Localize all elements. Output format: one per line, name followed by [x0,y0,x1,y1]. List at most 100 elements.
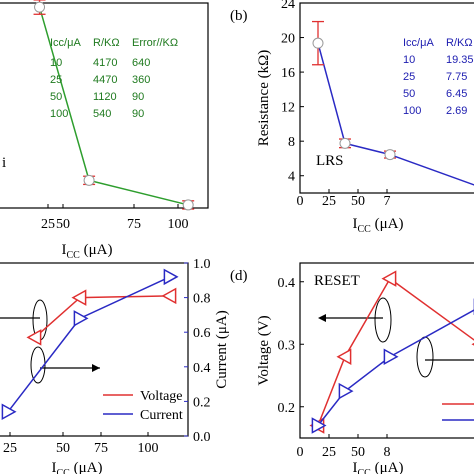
pb-x-tick-label: 7 [384,194,391,209]
pb-y-tick-label: 24 [281,0,295,12]
pb-table-header: R/KΩ [446,37,473,49]
pb-table-header: Icc/μA [403,37,434,49]
pc-series-0-line [34,295,171,338]
pb-annotation: LRS [316,153,344,169]
pb-table-cell: 10 [403,54,415,66]
pa-table-header: Error//KΩ [132,37,178,49]
pd-plot-frame [299,262,474,439]
pd-data-point [311,417,327,434]
pc-y2-tick-label: 0.6 [193,326,211,341]
pd-data-point [338,382,354,400]
pd-x-tick-label: 0 [297,445,304,460]
pa-data-point [83,174,95,186]
pa-table-cell: 4470 [93,74,117,86]
pa-table-cell: 640 [132,57,150,69]
pb-table-cell: 6.45 [446,88,467,100]
pb-y-tick-label: 4 [288,170,295,185]
pb-x-tick-label: 0 [297,194,304,209]
pd-x-tick-label: 8 [384,445,391,460]
pd-y-tick-label: 0.3 [278,338,296,353]
pb-data-point [312,37,324,49]
pc-y2-tick-label: 0.8 [193,292,211,307]
pd-data-point [336,348,352,366]
pb-table-cell: 25 [403,71,415,83]
pa-x-tick-label: 100 [168,217,189,232]
pb-panel-label: (b) [230,8,248,24]
pb-y-tick-label: 20 [281,32,295,47]
pb-table-cell: 100 [403,105,421,117]
pd-panel-label: (d) [230,268,248,284]
pd-series-0-line [317,277,474,426]
pd-annotation: RESET [314,273,360,289]
pb-y-tick-label: 16 [281,66,295,81]
pd-y-tick-label: 0.2 [278,401,296,416]
pb-table-cell: 50 [403,88,415,100]
pa-x-axis-title: ICC (μA) [62,242,113,261]
pc-y2-tick-label: 1.0 [193,257,211,272]
pc-y2-tick-label: 0.4 [193,361,211,376]
pa-table-cell: 540 [93,108,111,120]
pc-legend-label-voltage: Voltage [140,389,183,404]
pa-x-tick-label: 50 [56,217,70,232]
pa-table-cell: 90 [132,108,144,120]
pc-data-point [161,287,177,305]
pa-x-tick-label: 25 [41,217,55,232]
pa-table-cell: 90 [132,91,144,103]
pd-x-axis-title: ICC (μA) [353,460,404,474]
pd-y-tick-label: 0.4 [278,276,296,291]
pc-y2-axis-title: Current (μA) [214,310,230,388]
pb-table-cell: 7.75 [446,71,467,83]
pc-data-point [26,329,42,346]
pc-x-tick-label: 50 [56,441,70,456]
pc-x-tick-label: 75 [94,441,108,456]
pa-table-cell: 50 [50,91,62,103]
pb-y-axis-title: Resistance (kΩ) [256,50,272,147]
pc-x-axis-title: ICC (μA) [52,460,103,474]
pa-table-cell: 25 [50,74,62,86]
pa-table-cell: 100 [50,108,68,120]
pc-arrow-head [92,364,100,372]
pc-ellipse-current [30,346,46,384]
pa-table-header: R/KΩ [93,37,120,49]
pc-legend-label-current: Current [140,408,183,423]
pa-table-header: Icc/μA [50,37,81,49]
pb-table-cell: 2.69 [446,105,467,117]
pd-x-tick-label: 50 [351,445,365,460]
pa-table-cell: 360 [132,74,150,86]
pb-series-0-line [317,42,474,186]
pb-y-tick-label: 8 [288,135,295,150]
pc-data-point [1,403,17,421]
pa-table-cell: 1120 [93,91,117,103]
pc-x-tick-label: 25 [3,441,17,456]
pd-data-point [381,270,397,287]
pa-data-point [34,1,46,13]
pc-data-point [71,289,87,306]
pa-edge-glyph: i [2,155,6,171]
pb-data-point [339,137,351,149]
pa-x-tick-label: 75 [127,217,141,232]
pb-x-tick-label: 50 [351,194,365,209]
pa-data-point [182,199,194,211]
pd-y-axis-title: Voltage (V) [256,315,272,385]
pa-table-cell: 10 [50,57,62,69]
pa-plot-frame [0,2,209,209]
pb-y-tick-label: 12 [281,101,295,116]
pb-table-cell: 19.35 [446,54,474,66]
pd-series-1-line [317,309,474,426]
pc-plot-frame [0,262,189,437]
pc-x-tick-label: 100 [138,441,159,456]
pc-y2-tick-label: 0.2 [193,395,211,410]
pd-data-point [383,348,399,366]
pd-arrow-head [318,314,326,322]
pc-data-point [163,268,179,286]
pd-ellipse-voltage [374,297,392,343]
pa-table-cell: 4170 [93,57,117,69]
pc-data-point [73,310,89,327]
pd-x-tick-label: 25 [322,445,336,460]
pb-data-point [384,149,396,161]
pd-ellipse-current [416,336,434,378]
pb-plot-frame [299,2,474,194]
pb-x-axis-title: ICC (μA) [353,216,404,235]
pb-x-tick-label: 25 [322,194,336,209]
